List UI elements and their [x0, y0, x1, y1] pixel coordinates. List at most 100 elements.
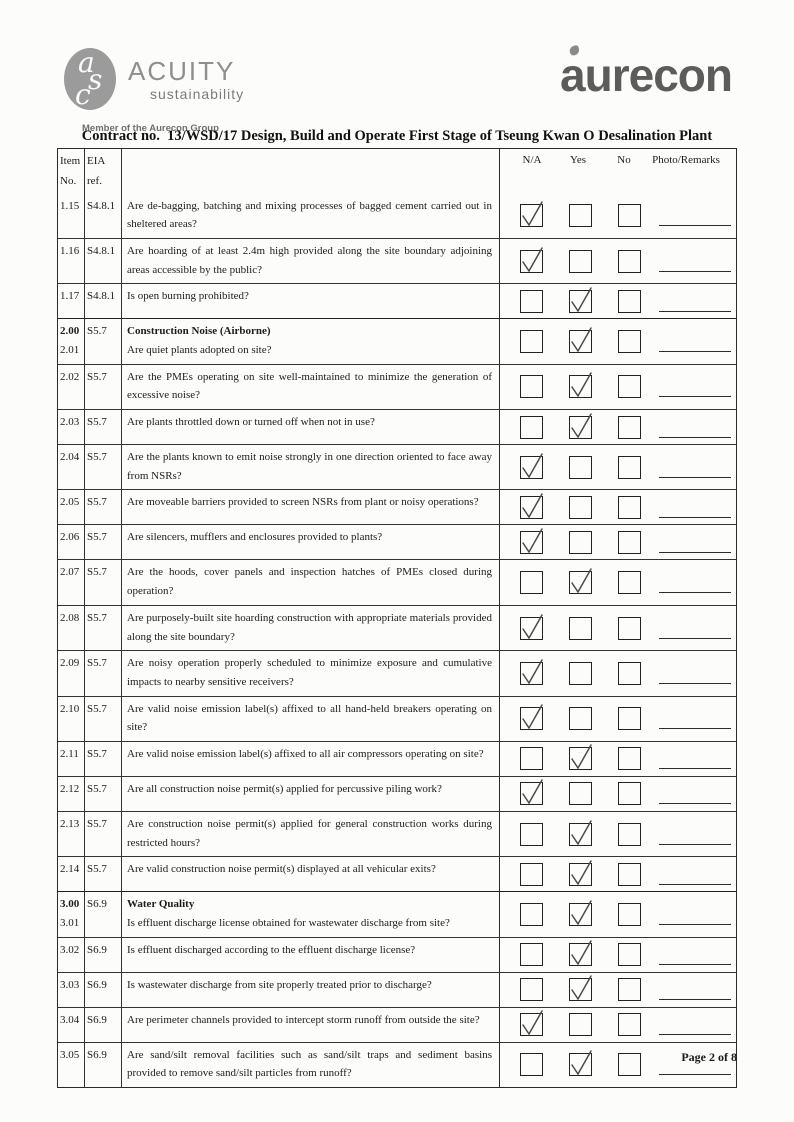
checkbox-no[interactable]	[618, 1013, 641, 1037]
checkbox-na[interactable]	[520, 822, 543, 846]
checkbox-no[interactable]	[618, 862, 641, 886]
checkbox-yes[interactable]	[569, 530, 592, 554]
table-row: 2.14 S5.7 Are valid construction noise per…	[58, 856, 736, 892]
eia-ref: S5.7	[85, 319, 122, 364]
header-item-no: Item No.	[58, 149, 85, 194]
checkbox-na[interactable]	[520, 571, 543, 595]
checkbox-na[interactable]	[520, 613, 543, 640]
checkbox-na[interactable]	[520, 493, 543, 519]
remarks-line	[659, 516, 731, 518]
checkbox-yes[interactable]	[569, 204, 592, 228]
table-row: 3.04 S6.9 Are perimeter channels provided …	[58, 1006, 736, 1042]
aurecon-droplet-icon	[569, 45, 580, 56]
checkbox-yes[interactable]	[569, 975, 592, 1002]
answer-cell	[500, 525, 736, 559]
checkbox-na[interactable]	[520, 704, 543, 731]
checkbox-yes[interactable]	[569, 707, 592, 731]
checkbox-na[interactable]	[520, 903, 543, 927]
checkbox-no[interactable]	[618, 330, 641, 354]
eia-ref: S5.7	[85, 857, 122, 892]
checkbox-yes[interactable]	[569, 616, 592, 640]
checkbox-no[interactable]	[618, 249, 641, 273]
checkbox-yes[interactable]	[569, 1050, 592, 1077]
remarks-line	[659, 351, 731, 353]
eia-ref: S6.9	[85, 1042, 122, 1088]
checkbox-yes[interactable]	[569, 568, 592, 595]
checkbox-no[interactable]	[618, 903, 641, 927]
checkbox-yes[interactable]	[569, 782, 592, 806]
item-number: 2.06	[60, 531, 80, 544]
checkbox-yes[interactable]	[569, 1013, 592, 1037]
checkbox-no[interactable]	[618, 571, 641, 595]
checkbox-na[interactable]	[520, 978, 543, 1002]
checkbox-no[interactable]	[618, 616, 641, 640]
remarks-line	[659, 728, 731, 730]
checkbox-no[interactable]	[618, 707, 641, 731]
table-row: 3.00 3.01 S6.9 Water Quality Is effluent dis…	[58, 891, 736, 937]
checkbox-no[interactable]	[618, 495, 641, 519]
checkbox-no[interactable]	[618, 415, 641, 439]
checkbox-no[interactable]	[618, 1053, 641, 1077]
checkbox-no[interactable]	[618, 747, 641, 771]
checkbox-yes[interactable]	[569, 455, 592, 479]
checkbox-no[interactable]	[618, 204, 641, 228]
checkbox-no[interactable]	[618, 782, 641, 806]
checkbox-yes[interactable]	[569, 940, 592, 967]
item-number: 2.02	[60, 370, 80, 383]
checkbox-na[interactable]	[520, 779, 543, 806]
checkbox-na[interactable]	[520, 747, 543, 771]
checkbox-na[interactable]	[520, 330, 543, 354]
checkbox-yes[interactable]	[569, 412, 592, 439]
checkbox-no[interactable]	[618, 530, 641, 554]
checkbox-yes[interactable]	[569, 327, 592, 354]
checkbox-yes[interactable]	[569, 661, 592, 685]
table-row: 2.10 S5.7 Are valid noise emission label(s…	[58, 695, 736, 741]
checkbox-na[interactable]	[520, 528, 543, 554]
item-number: 3.05	[60, 1048, 80, 1061]
checkbox-yes[interactable]	[569, 495, 592, 519]
remarks-line	[659, 436, 731, 438]
checkbox-yes[interactable]	[569, 372, 592, 399]
table-row: 2.03 S5.7 Are plants throttled down or tur…	[58, 409, 736, 445]
answer-cell	[500, 973, 736, 1007]
checkbox-yes[interactable]	[569, 249, 592, 273]
checkbox-na[interactable]	[520, 415, 543, 439]
item-number: 2.14	[60, 863, 80, 876]
checkbox-no[interactable]	[618, 375, 641, 399]
checkbox-no[interactable]	[618, 822, 641, 846]
checkbox-no[interactable]	[618, 943, 641, 967]
checkbox-yes[interactable]	[569, 900, 592, 927]
checkbox-no[interactable]	[618, 978, 641, 1002]
checkbox-yes[interactable]	[569, 287, 592, 313]
checkbox-na[interactable]	[520, 453, 543, 479]
checkbox-na[interactable]	[520, 659, 543, 685]
checkbox-na[interactable]	[520, 943, 543, 967]
answer-cell	[500, 284, 736, 318]
checkbox-no[interactable]	[618, 661, 641, 685]
eia-ref: S5.7	[85, 776, 122, 811]
table-row: 3.03 S6.9 Is wastewater discharge from sit…	[58, 971, 736, 1007]
checkbox-yes[interactable]	[569, 819, 592, 846]
checkbox-no[interactable]	[618, 289, 641, 313]
question-text: Are the plants known to emit noise stron…	[127, 451, 492, 482]
section-title: Construction Noise (Airborne)	[127, 325, 271, 338]
header-no: No	[617, 154, 631, 166]
item-number: 2.09	[60, 657, 80, 670]
answer-cell	[500, 445, 736, 489]
remarks-line	[659, 637, 731, 639]
checkbox-yes[interactable]	[569, 860, 592, 886]
checkbox-no[interactable]	[618, 455, 641, 479]
eia-ref: S5.7	[85, 651, 122, 696]
item-number: 2.07	[60, 566, 80, 579]
checkbox-na[interactable]	[520, 246, 543, 273]
question-text: Are valid noise emission label(s) affixe…	[127, 747, 484, 760]
checkbox-na[interactable]	[520, 862, 543, 886]
checkbox-yes[interactable]	[569, 744, 592, 771]
checkbox-na[interactable]	[520, 289, 543, 313]
question-text: Are moveable barriers provided to screen…	[127, 496, 479, 509]
checkbox-na[interactable]	[520, 1010, 543, 1037]
checkbox-na[interactable]	[520, 375, 543, 399]
checkbox-na[interactable]	[520, 201, 543, 228]
checkbox-na[interactable]	[520, 1053, 543, 1077]
